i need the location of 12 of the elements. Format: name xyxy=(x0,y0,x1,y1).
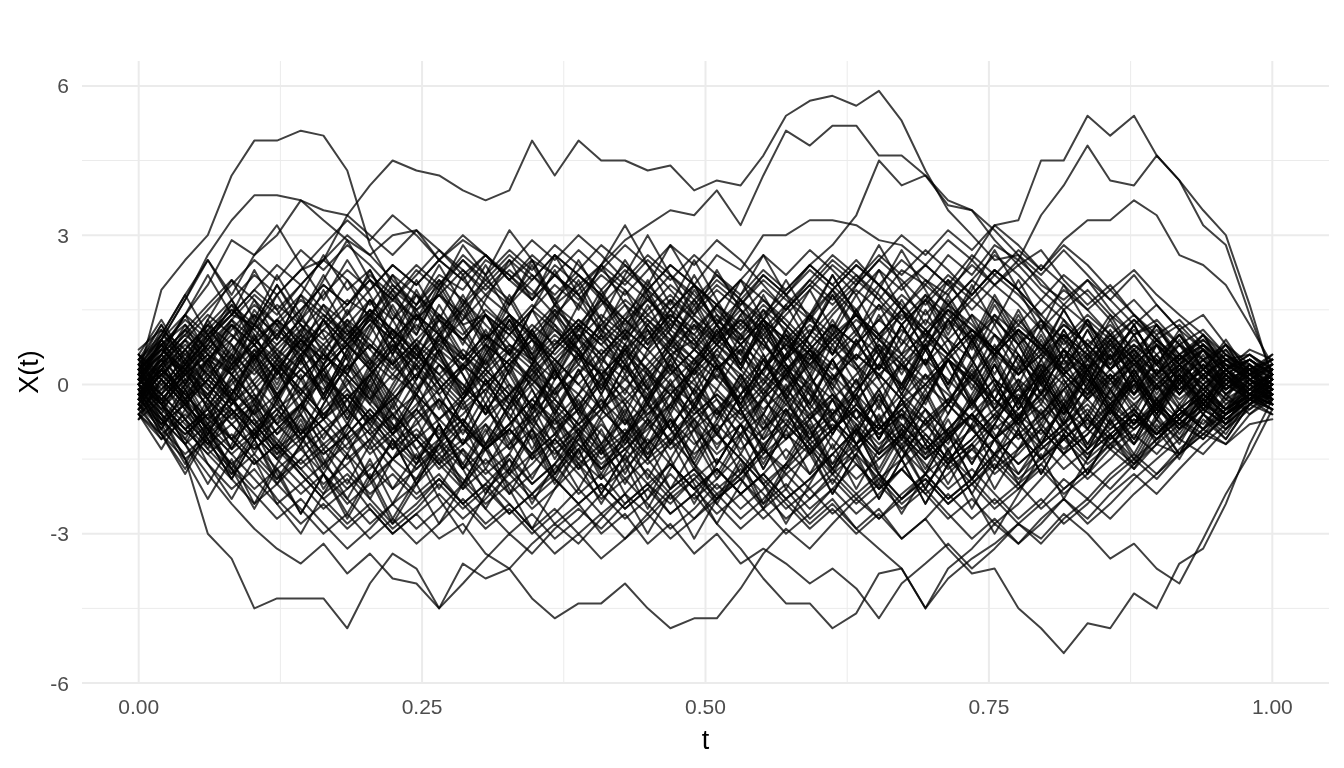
y-tick-label: -3 xyxy=(50,522,69,546)
x-tick-label: 0.25 xyxy=(401,695,443,718)
x-tick-label: 1.00 xyxy=(1251,695,1293,718)
y-tick-label: -6 xyxy=(50,671,69,695)
x-axis-title: t xyxy=(701,725,710,755)
x-tick-label: 0.50 xyxy=(685,695,726,718)
y-tick-label: 3 xyxy=(57,223,69,247)
x-tick-label: 0.00 xyxy=(118,695,160,718)
y-tick-label: 6 xyxy=(57,74,69,98)
y-axis-title: X(t) xyxy=(14,350,44,394)
y-tick-label: 0 xyxy=(57,373,69,396)
x-tick-label: 0.75 xyxy=(968,695,1010,718)
